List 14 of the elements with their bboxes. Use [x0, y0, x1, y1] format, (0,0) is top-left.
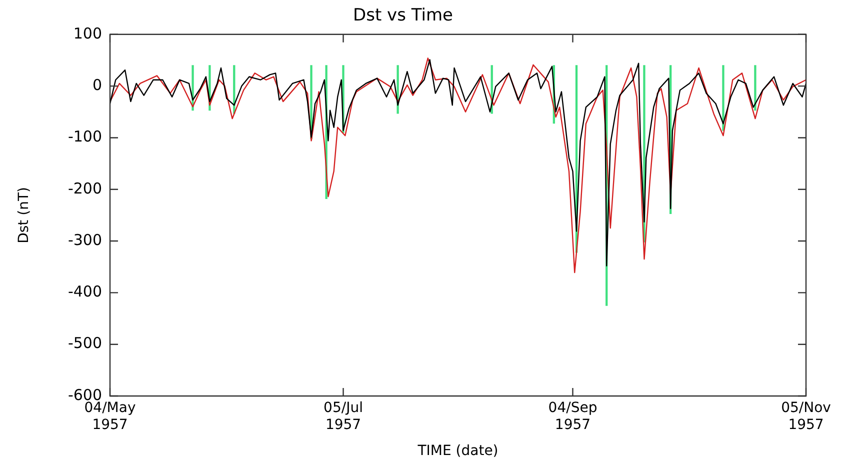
chart-title: Dst vs Time [353, 6, 453, 26]
x-tick-label: 04/Sep 1957 [548, 400, 598, 433]
y-axis-title: Dst (nT) [16, 187, 32, 244]
x-tick-label: 05/Jul 1957 [324, 400, 363, 433]
y-tick-label: 0 [92, 76, 102, 94]
y-tick-label: -500 [68, 334, 102, 352]
y-tick-label: -400 [68, 282, 102, 301]
x-axis-title: TIME (date) [416, 443, 498, 460]
y-tick-label: 100 [73, 24, 102, 42]
x-tick-label: 04/May 1957 [84, 400, 136, 433]
y-tick-label: -300 [68, 230, 102, 249]
y-tick-label: -200 [68, 179, 102, 198]
x-tick-label: 05/Nov 1957 [781, 400, 831, 433]
y-tick-label: -100 [68, 128, 102, 146]
